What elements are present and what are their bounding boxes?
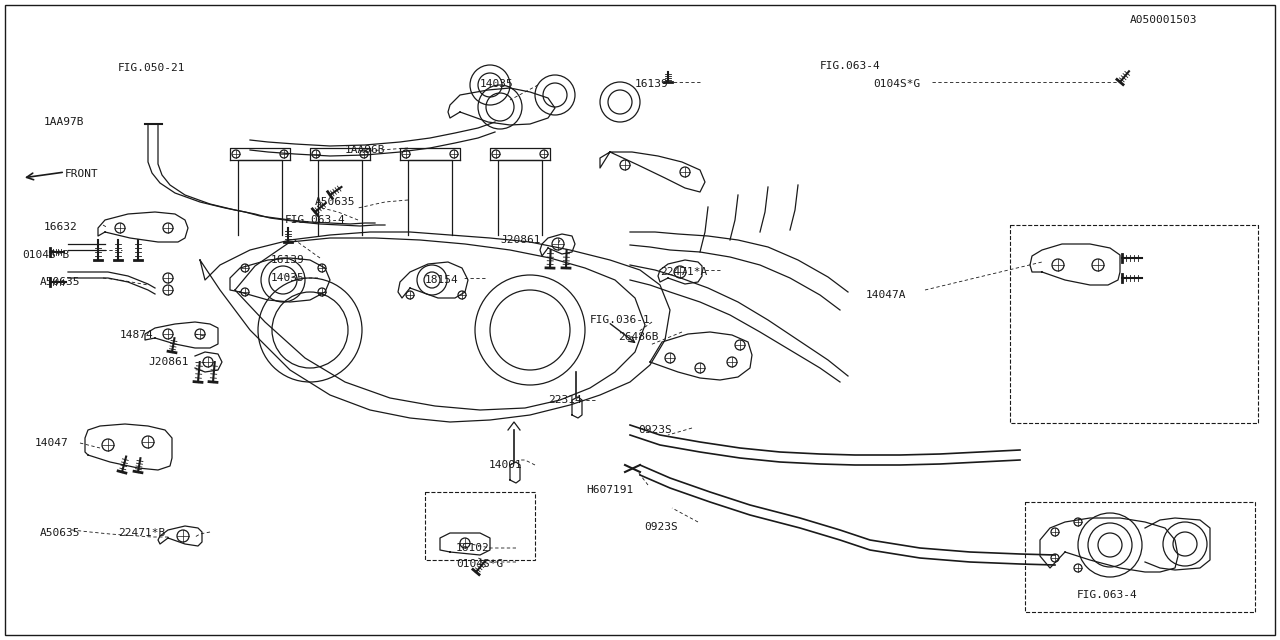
Text: A50635: A50635 [315, 197, 356, 207]
Text: 14001: 14001 [489, 460, 522, 470]
Text: 0104S*G: 0104S*G [456, 559, 503, 569]
Text: A50635: A50635 [40, 528, 81, 538]
Bar [425, 492, 535, 560]
Text: 0923S: 0923S [644, 522, 677, 532]
Text: 16632: 16632 [44, 222, 78, 232]
Text: 14035: 14035 [271, 273, 305, 283]
Text: 18154: 18154 [425, 275, 458, 285]
Text: 22471*A: 22471*A [660, 267, 708, 277]
Text: FIG.036-1: FIG.036-1 [590, 315, 650, 325]
Text: J20861: J20861 [148, 357, 188, 367]
Text: 22314: 22314 [548, 395, 581, 405]
Text: 1AA97B: 1AA97B [44, 117, 84, 127]
Text: 14047: 14047 [35, 438, 69, 448]
Text: 0104S*G: 0104S*G [873, 79, 920, 89]
Text: A50635: A50635 [40, 277, 81, 287]
Text: 16102: 16102 [456, 543, 490, 553]
Text: FIG.063-4: FIG.063-4 [1076, 590, 1138, 600]
Text: 0923S: 0923S [637, 425, 672, 435]
Text: FIG.063-4: FIG.063-4 [820, 61, 881, 71]
Text: FIG.063-4: FIG.063-4 [285, 215, 346, 225]
Text: H607191: H607191 [586, 485, 634, 495]
Text: 14035: 14035 [480, 79, 513, 89]
Text: 1AA96B: 1AA96B [346, 145, 385, 155]
Text: FRONT: FRONT [65, 169, 99, 179]
Text: A050001503: A050001503 [1130, 15, 1198, 25]
Text: 22471*B: 22471*B [118, 528, 165, 538]
Text: 26486B: 26486B [618, 332, 658, 342]
Text: 16139: 16139 [635, 79, 668, 89]
Bar [1025, 502, 1254, 612]
Text: FIG.050-21: FIG.050-21 [118, 63, 186, 73]
Text: 14874: 14874 [120, 330, 154, 340]
Text: J20861: J20861 [500, 235, 540, 245]
Bar [1010, 225, 1258, 423]
Text: 0104S*B: 0104S*B [22, 250, 69, 260]
Text: 16139: 16139 [271, 255, 305, 265]
Text: 14047A: 14047A [867, 290, 906, 300]
